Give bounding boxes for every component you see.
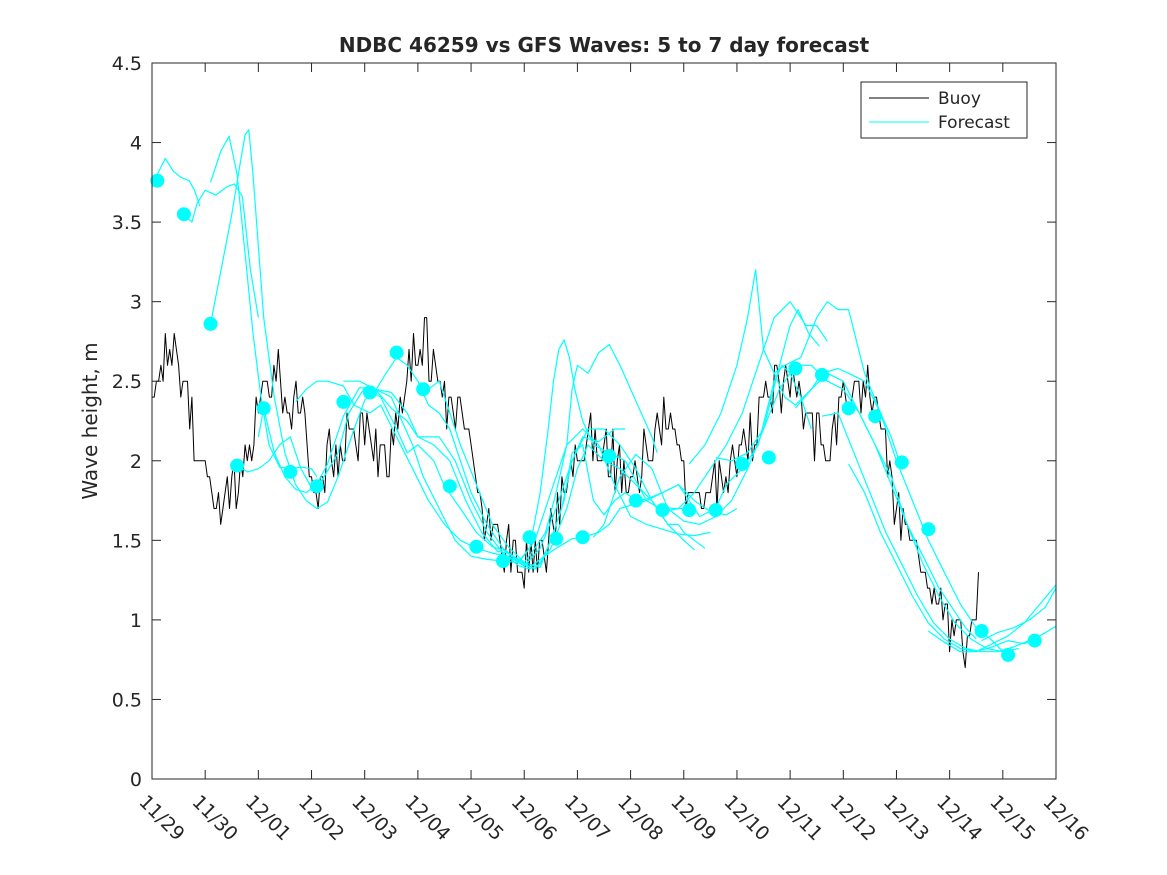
plot-background [152, 63, 1056, 779]
forecast-marker [761, 450, 776, 465]
legend-box [860, 81, 1028, 139]
forecast-line [502, 364, 812, 569]
forecast-marker [363, 385, 377, 400]
forecast-line [688, 269, 903, 469]
forecast-marker [522, 530, 537, 545]
forecast-marker [788, 361, 803, 376]
legend-buoy-label: Buoy [938, 89, 981, 109]
y-tick-label: 0.5 [112, 689, 142, 711]
legend: Buoy Forecast [860, 81, 1028, 139]
forecast-marker [230, 458, 245, 473]
chart-title: NDBC 46259 vs GFS Waves: 5 to 7 day fore… [339, 33, 870, 57]
forecast-line [981, 587, 1057, 642]
forecast-marker [1001, 647, 1016, 662]
forecast-marker [389, 345, 404, 360]
forecast-marker [496, 554, 510, 568]
y-tick-label: 2.5 [112, 371, 142, 393]
forecast-marker [1027, 633, 1042, 648]
forecast-marker [815, 367, 829, 382]
forecast-marker [602, 449, 617, 463]
y-tick-label: 3.5 [112, 212, 142, 234]
y-tick-label: 4.5 [112, 53, 142, 75]
forecast-marker [203, 316, 218, 331]
plot-frame [151, 62, 1057, 780]
forecast-marker [256, 401, 271, 416]
forecast-line [183, 183, 259, 318]
forecast-marker [442, 479, 457, 494]
forecast-series-group [151, 129, 1057, 653]
forecast-line [662, 301, 828, 513]
forecast-marker [176, 207, 191, 222]
y-tick-label: 2 [130, 451, 142, 473]
forecast-marker [469, 539, 484, 554]
forecast-line [794, 372, 1019, 653]
y-axis: 0 0.5 1 1.5 2 2.5 3 3.5 4 4.5 [112, 53, 1056, 791]
forecast-line [295, 380, 695, 567]
y-tick-label: 0 [130, 769, 142, 791]
forecast-marker [309, 479, 324, 494]
forecast-marker [416, 382, 431, 397]
forecast-line [848, 463, 1057, 653]
plot-area [150, 62, 1057, 780]
forecast-marker [894, 455, 909, 470]
forecast-marker [336, 394, 351, 409]
y-tick-label: 1.5 [112, 530, 142, 552]
forecast-marker [708, 503, 723, 518]
forecast-line [715, 364, 977, 640]
forecast-marker [575, 530, 590, 545]
legend-forecast-label: Forecast [938, 113, 1010, 133]
forecast-markers-group [150, 173, 1042, 662]
forecast-marker [841, 401, 856, 416]
y-tick-label: 4 [130, 133, 142, 155]
y-tick-label: 1 [130, 610, 142, 632]
forecast-marker [735, 457, 750, 471]
forecast-marker [974, 624, 989, 638]
forecast-marker [921, 522, 936, 537]
y-axis-label: Wave height, m [78, 342, 102, 499]
forecast-marker [868, 409, 883, 424]
forecast-line [821, 412, 1030, 653]
forecast-marker [655, 503, 670, 518]
forecast-marker [628, 493, 643, 508]
forecast-marker [682, 503, 697, 518]
forecast-marker [150, 173, 165, 188]
forecast-line [151, 157, 201, 207]
forecast-marker [283, 464, 298, 479]
forecast-marker [549, 531, 564, 546]
y-tick-label: 3 [130, 292, 142, 314]
